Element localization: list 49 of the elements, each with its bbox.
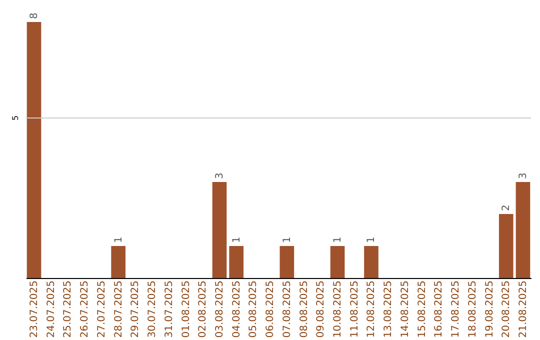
x-tick-label: 16.08.2025: [434, 280, 445, 338]
x-tick-label: 08.08.2025: [298, 280, 310, 338]
x-tick-label: 18.08.2025: [467, 280, 478, 338]
data-label: 1: [282, 236, 293, 243]
data-label: 2: [501, 204, 512, 211]
x-tick-label: 02.08.2025: [198, 280, 209, 338]
ref-line-label: 5: [11, 115, 20, 121]
x-tick-label: 15.08.2025: [416, 280, 428, 338]
x-tick-label: 09.08.2025: [316, 280, 327, 338]
x-tick-label: 26.07.2025: [80, 280, 91, 338]
bar: [330, 246, 345, 278]
data-label: 1: [113, 236, 124, 243]
bar: [280, 246, 294, 278]
x-tick-label: 11.08.2025: [349, 280, 360, 338]
data-label: 1: [231, 236, 242, 243]
x-tick-label: 10.08.2025: [332, 280, 344, 338]
x-tick-label: 25.07.2025: [62, 280, 74, 338]
x-tick-label: 12.08.2025: [366, 280, 378, 338]
x-tick-label: 19.08.2025: [484, 280, 496, 338]
x-tick-label: 06.08.2025: [265, 280, 276, 338]
bar: [111, 246, 126, 278]
x-tick-label: 14.08.2025: [400, 280, 411, 338]
x-tick-label: 30.07.2025: [147, 280, 158, 338]
data-label: 8: [29, 12, 40, 19]
x-tick-label: 29.07.2025: [130, 280, 142, 338]
bar: [364, 246, 378, 278]
x-tick-label: 03.08.2025: [214, 280, 226, 338]
x-tick-label: 17.08.2025: [450, 280, 462, 338]
x-tick-label: 27.07.2025: [96, 280, 108, 338]
x-tick-label: 20.08.2025: [501, 280, 512, 338]
x-tick-label: 13.08.2025: [383, 280, 394, 338]
x-tick-label: 28.07.2025: [113, 280, 124, 338]
x-tick-label: 05.08.2025: [248, 280, 260, 338]
bar: [212, 182, 227, 278]
data-label: 3: [518, 172, 529, 179]
x-tick-label: 07.08.2025: [282, 280, 293, 338]
x-tick-label: 31.07.2025: [164, 280, 175, 338]
x-tick-label: 23.07.2025: [29, 280, 40, 338]
bar: [498, 214, 514, 278]
x-tick-label: 01.08.2025: [180, 280, 192, 338]
bar: [516, 182, 530, 278]
bar: [229, 246, 244, 278]
x-tick-label: 24.07.2025: [46, 280, 57, 338]
data-label: 1: [332, 236, 344, 243]
x-tick-label: 04.08.2025: [231, 280, 242, 338]
x-tick-label: 21.08.2025: [518, 280, 529, 338]
data-label: 1: [366, 236, 378, 243]
bar: [26, 22, 42, 278]
data-label: 3: [214, 172, 226, 179]
